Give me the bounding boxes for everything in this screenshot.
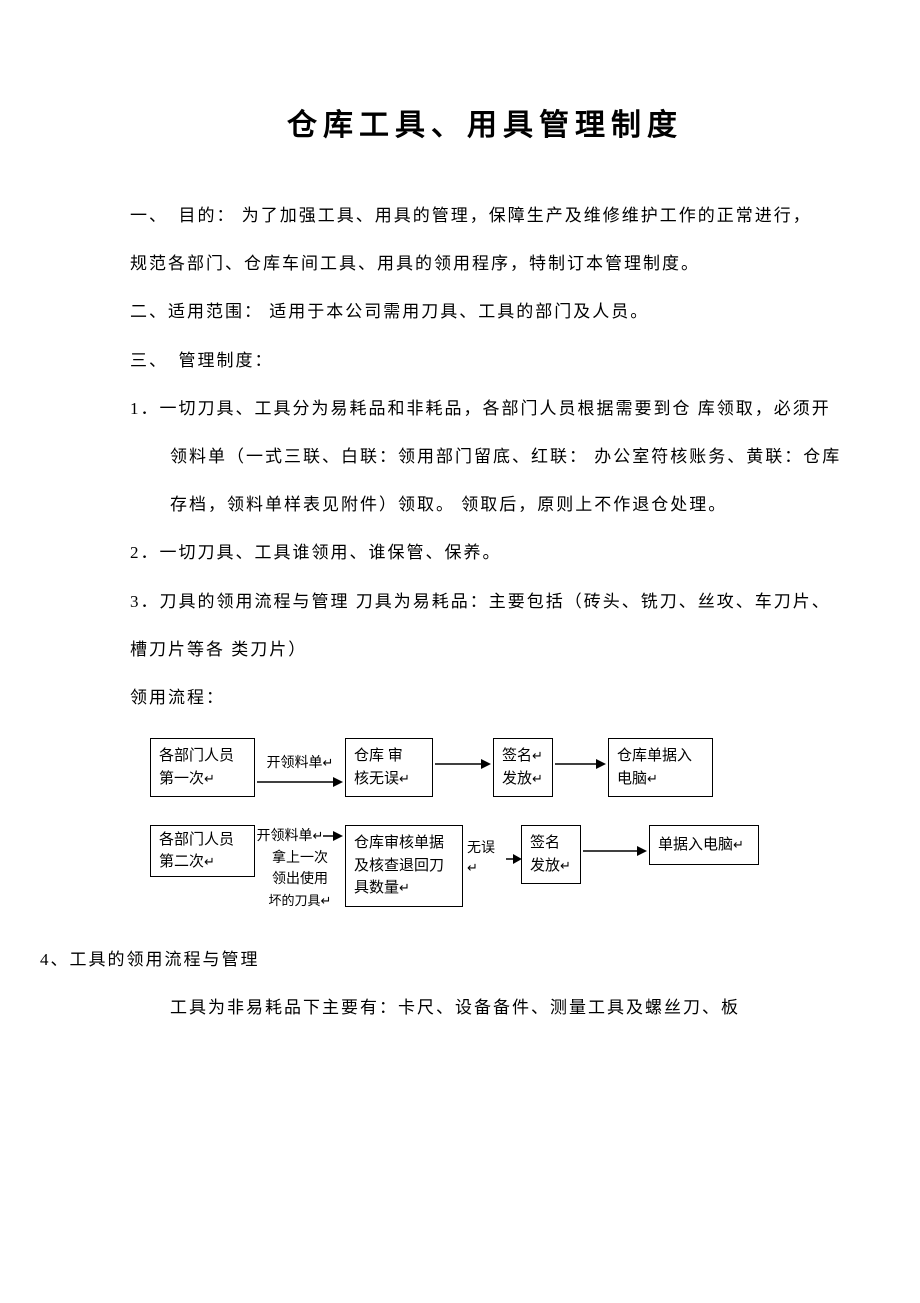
flow2-arrow1-l3: 领出使用 — [272, 870, 328, 890]
flow2-box3: 签名 发放↵ — [521, 825, 581, 884]
flow2-arrow1-l4: 坏的刀具↵ — [269, 892, 332, 910]
flow2-arrow3 — [581, 825, 649, 859]
item-4: 4、工具的领用流程与管理 — [40, 938, 850, 982]
flow1-row: 各部门人员 第一次↵ 开领料单↵ 仓库 审 核无误↵ 签名↵ 发放↵ 仓库单据入… — [150, 738, 850, 797]
section-2: 二、适用范围： 适用于本公司需用刀具、工具的部门及人员。 — [130, 290, 850, 334]
flow2-box4: 单据入电脑↵ — [649, 825, 759, 865]
flowchart-1: 各部门人员 第一次↵ 开领料单↵ 仓库 审 核无误↵ 签名↵ 发放↵ 仓库单据入… — [150, 738, 850, 910]
flow1-box3: 签名↵ 发放↵ — [493, 738, 553, 797]
section-1: 一、 目的： 为了加强工具、用具的管理，保障生产及维修维护工作的正常进行， — [130, 194, 850, 238]
flow1-box3-l1: 签名 — [502, 748, 532, 764]
flow1-box4: 仓库单据入 电脑↵ — [608, 738, 713, 797]
flow2-arrow2-label: 无误↵ — [467, 839, 504, 878]
flow1-box2-l1: 仓库 审 — [354, 745, 424, 768]
item-2: 2．一切刀具、工具谁领用、谁保管、保养。 — [130, 531, 850, 575]
section-1-text: 为了加强工具、用具的管理，保障生产及维修维护工作的正常进行， — [242, 206, 812, 225]
item-4-sub: 工具为非易耗品下主要有：卡尺、设备备件、测量工具及螺丝刀、板 — [170, 986, 850, 1030]
item-1: 1．一切刀具、工具分为易耗品和非耗品，各部门人员根据需要到仓 库领取，必须开 — [130, 387, 850, 431]
document-title: 仓库工具、用具管理制度 — [120, 100, 850, 144]
flow1-box1-l2: 第一次 — [159, 771, 204, 787]
flow2-box3-l2: 发放 — [530, 858, 560, 874]
item-3-sub: 槽刀片等各 类刀片） — [130, 628, 850, 672]
item-1-sub2: 存档，领料单样表见附件）领取。 领取后，原则上不作退仓处理。 — [170, 483, 850, 527]
item-3: 3．刀具的领用流程与管理 刀具为易耗品：主要包括（砖头、铣刀、丝攻、车刀片、 — [130, 580, 850, 624]
arrow-icon — [581, 843, 649, 859]
flow1-box2: 仓库 审 核无误↵ — [345, 738, 433, 797]
flow1-box4-l1: 仓库单据入 — [617, 745, 704, 768]
flow2-box2-l1: 仓库审核单据 — [354, 832, 454, 855]
flow2-arrow1-l2: 拿上一次 — [272, 849, 328, 869]
section-2-label: 二、适用范围： — [130, 302, 263, 321]
flow2-box2-l2: 及核查退回刀 — [354, 855, 454, 878]
flow1-arrow1-label: 开领料单↵ — [267, 754, 334, 774]
flow2-box4-text: 单据入电脑 — [658, 837, 733, 853]
flow1-box1-l1: 各部门人员 — [159, 748, 234, 764]
flow1-box3-l2: 发放 — [502, 771, 532, 787]
flow2-arrow1-l1: 开领料单↵ — [257, 827, 324, 847]
item-1-sub1: 领料单（一式三联、白联：领用部门留底、红联： 办公室符核账务、黄联：仓库 — [170, 435, 850, 479]
arrow-icon — [433, 756, 493, 772]
flow2-box1: 各部门人员 第二次↵ — [150, 825, 255, 877]
flow2-row: 各部门人员 第二次↵ 开领料单↵ 拿上一次 领出使用 坏的刀具↵ 仓库审核单据 … — [150, 825, 850, 910]
arrow-icon — [255, 774, 345, 790]
flow2-box2-l3: 具数量 — [354, 880, 399, 896]
arrow-icon — [506, 852, 521, 866]
section-1-cont: 规范各部门、仓库车间工具、用具的领用程序，特制订本管理制度。 — [130, 242, 850, 286]
flow2-box1-l1: 各部门人员 — [159, 832, 234, 848]
arrow-icon — [553, 756, 608, 772]
section-2-text: 适用于本公司需用刀具、工具的部门及人员。 — [269, 302, 649, 321]
flow2-box3-l1: 签名 — [530, 832, 572, 855]
flow1-box4-l2: 电脑 — [617, 771, 647, 787]
arrow-icon — [323, 829, 343, 843]
section-3: 三、 管理制度： — [130, 339, 850, 383]
flow2-arrow1: 开领料单↵ 拿上一次 领出使用 坏的刀具↵ — [255, 825, 345, 910]
flow1-arrow2 — [433, 738, 493, 772]
flow2-box1-l2: 第二次 — [159, 854, 204, 870]
flow1-box1: 各部门人员 第一次↵ — [150, 738, 255, 797]
flow1-arrow3 — [553, 738, 608, 772]
flow1-arrow1: 开领料单↵ — [255, 738, 345, 790]
section-1-label: 一、 目的： — [130, 206, 236, 225]
flow1-box2-l2: 核无误 — [354, 771, 399, 787]
flow2-box2: 仓库审核单据 及核查退回刀 具数量↵ — [345, 825, 463, 907]
flow2-arrow2: 无误↵ — [463, 825, 521, 878]
flow-label: 领用流程： — [130, 676, 850, 720]
